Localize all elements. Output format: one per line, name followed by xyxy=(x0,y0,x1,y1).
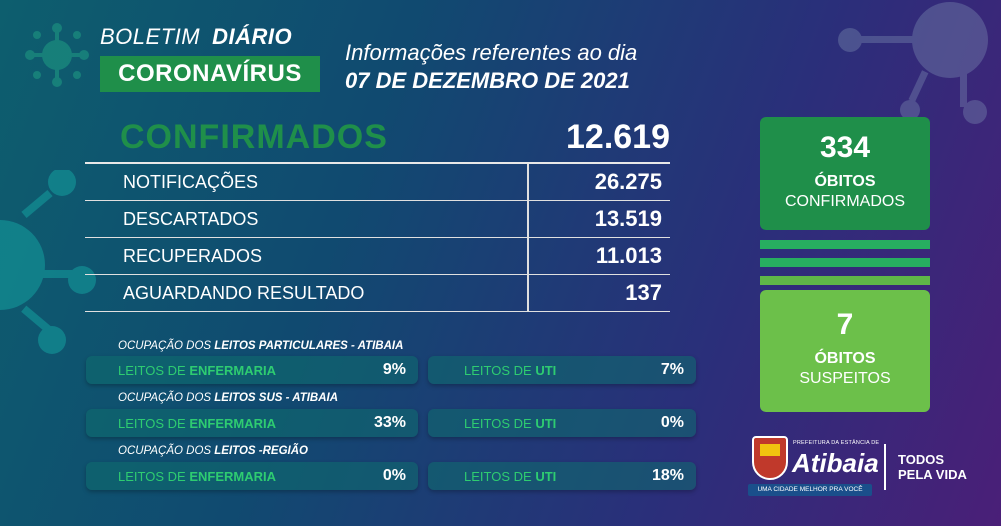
stripe-divider xyxy=(760,276,930,285)
ocupacao-title-bold: LEITOS PARTICULARES - ATIBAIA xyxy=(214,340,404,352)
pill-value: 18% xyxy=(651,467,684,484)
column-divider xyxy=(527,164,529,201)
obitos-confirmados-line2: CONFIRMADOS xyxy=(785,193,905,210)
ocupacao-title-particulares: OCUPAÇÃO DOS LEITOS PARTICULARES - ATIBA… xyxy=(118,340,403,352)
obitos-suspeitos-line1: ÓBITOS xyxy=(814,350,876,367)
pill-label-prefix: LEITOS DE xyxy=(118,469,186,484)
header-title: BOLETIM DIÁRIO CORONAVÍRUS xyxy=(100,24,320,92)
stat-row-notificacoes: NOTIFICAÇÕES 26.275 xyxy=(85,164,670,201)
stats-table: NOTIFICAÇÕES 26.275 DESCARTADOS 13.519 R… xyxy=(85,164,670,312)
virus-icon-header xyxy=(25,23,89,87)
pill-label-bold: UTI xyxy=(535,363,557,378)
crest-icon xyxy=(752,436,788,480)
confirmados-label: CONFIRMADOS xyxy=(120,118,388,156)
stripe-divider xyxy=(760,258,930,267)
ocupacao-title-prefix: OCUPAÇÃO DOS xyxy=(118,445,212,457)
pill-label: LEITOS DE UTI xyxy=(464,363,556,378)
pill-label-bold: UTI xyxy=(535,469,557,484)
boletim-label: BOLETIM xyxy=(100,24,201,49)
pill-label-bold: ENFERMARIA xyxy=(189,469,276,484)
date-line: 07 DE DEZEMBRO DE 2021 xyxy=(345,68,630,93)
pill-label: LEITOS DE ENFERMARIA xyxy=(118,469,276,484)
pill-value: 0% xyxy=(382,467,406,484)
pill-label-prefix: LEITOS DE xyxy=(118,416,186,431)
pill-value: 0% xyxy=(660,414,684,431)
pill-label-prefix: LEITOS DE xyxy=(118,363,186,378)
logo-name: Atibaia xyxy=(792,448,879,478)
pill-uti-regiao: LEITOS DE UTI 18% xyxy=(428,462,696,490)
stat-value: 26.275 xyxy=(594,169,662,194)
pill-label-bold: ENFERMARIA xyxy=(189,416,276,431)
ocupacao-title-sus: OCUPAÇÃO DOS LEITOS SUS - ATIBAIA xyxy=(118,392,338,404)
stat-row-aguardando: AGUARDANDO RESULTADO 137 xyxy=(85,275,670,312)
logo-prefeitura-text: PREFEITURA DA ESTÂNCIA DE xyxy=(793,440,880,446)
pill-enfermaria-regiao: LEITOS DE ENFERMARIA 0% xyxy=(86,462,418,490)
stat-row-descartados: DESCARTADOS 13.519 xyxy=(85,201,670,238)
pill-enfermaria-sus: LEITOS DE ENFERMARIA 33% xyxy=(86,409,418,437)
obitos-confirmados-value: 334 xyxy=(819,131,871,164)
logo-slogan: UMA CIDADE MELHOR PRA VOCÊ xyxy=(748,484,872,496)
obitos-suspeitos-line2: SUSPEITOS xyxy=(799,370,891,387)
divider xyxy=(85,162,670,164)
pill-value: 33% xyxy=(373,414,406,431)
stat-value: 13.519 xyxy=(594,206,662,231)
info-line: Informações referentes ao dia xyxy=(345,40,638,65)
pill-value: 7% xyxy=(660,361,684,378)
pill-label-bold: UTI xyxy=(535,416,557,431)
pill-label: LEITOS DE ENFERMARIA xyxy=(118,363,276,378)
column-divider xyxy=(527,275,529,312)
boletim-title: BOLETIM DIÁRIO xyxy=(100,24,320,50)
pill-label-bold: ENFERMARIA xyxy=(189,363,276,378)
virus-icon-left xyxy=(0,170,96,354)
stat-value: 137 xyxy=(625,280,662,305)
tag-line2: PELA VIDA xyxy=(898,467,967,482)
ocupacao-title-prefix: OCUPAÇÃO DOS xyxy=(118,340,212,352)
pill-enfermaria-particulares: LEITOS DE ENFERMARIA 9% xyxy=(86,356,418,384)
confirmados-row: CONFIRMADOS 12.619 xyxy=(120,118,670,162)
stat-label: RECUPERADOS xyxy=(123,246,263,266)
atibaia-logo: PREFEITURA DA ESTÂNCIA DE Atibaia UMA CI… xyxy=(748,436,988,502)
tag-line1: TODOS xyxy=(898,452,944,467)
pill-label: LEITOS DE ENFERMARIA xyxy=(118,416,276,431)
todos-pela-vida: TODOS PELA VIDA xyxy=(898,452,967,482)
stat-value: 11.013 xyxy=(595,243,662,268)
obitos-confirmados-line1: ÓBITOS xyxy=(814,173,876,190)
ocupacao-title-regiao: OCUPAÇÃO DOS LEITOS -REGIÃO xyxy=(118,445,308,457)
pill-uti-sus: LEITOS DE UTI 0% xyxy=(428,409,696,437)
stat-label: AGUARDANDO RESULTADO xyxy=(123,283,365,303)
pill-label: LEITOS DE UTI xyxy=(464,469,556,484)
pill-label-prefix: LEITOS DE xyxy=(464,363,532,378)
confirmados-value: 12.619 xyxy=(566,118,670,156)
ocupacao-title-bold: LEITOS -REGIÃO xyxy=(214,445,308,457)
stripe-divider xyxy=(760,240,930,249)
pill-value: 9% xyxy=(382,361,406,378)
stat-label: NOTIFICAÇÕES xyxy=(123,172,259,192)
stat-label: DESCARTADOS xyxy=(123,209,259,229)
virus-icon-topright xyxy=(838,2,988,124)
coronavirus-badge: CORONAVÍRUS xyxy=(100,56,320,92)
pill-uti-particulares: LEITOS DE UTI 7% xyxy=(428,356,696,384)
obitos-suspeitos-box: 7 ÓBITOS SUSPEITOS xyxy=(760,290,930,412)
column-divider xyxy=(527,238,529,275)
ocupacao-title-bold: LEITOS SUS - ATIBAIA xyxy=(214,392,339,404)
logo-divider xyxy=(884,444,886,490)
pill-label-prefix: LEITOS DE xyxy=(464,469,532,484)
obitos-confirmados-box: 334 ÓBITOS CONFIRMADOS xyxy=(760,117,930,230)
pill-label-prefix: LEITOS DE xyxy=(464,416,532,431)
header-date-info: Informações referentes ao dia 07 DE DEZE… xyxy=(345,40,637,94)
column-divider xyxy=(527,201,529,238)
pill-label: LEITOS DE UTI xyxy=(464,416,556,431)
obitos-suspeitos-value: 7 xyxy=(836,308,854,341)
ocupacao-title-prefix: OCUPAÇÃO DOS xyxy=(118,392,212,404)
diario-label: DIÁRIO xyxy=(212,24,293,49)
stat-row-recuperados: RECUPERADOS 11.013 xyxy=(85,238,670,275)
